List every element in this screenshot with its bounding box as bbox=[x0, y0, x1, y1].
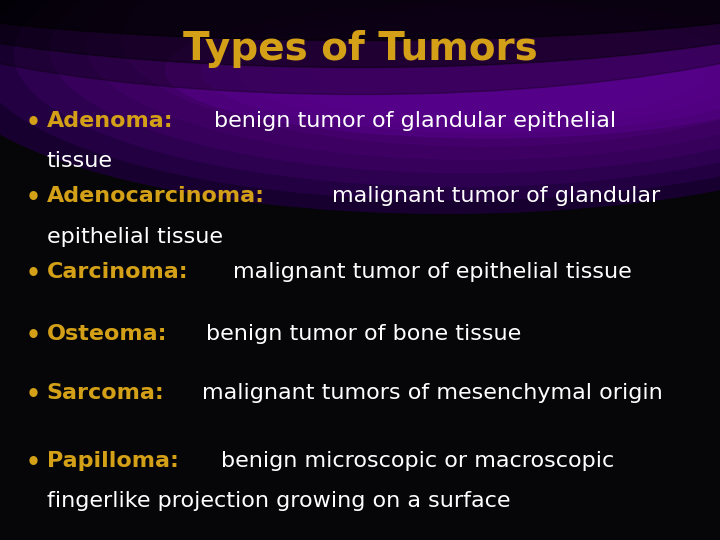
Text: benign tumor of bone tissue: benign tumor of bone tissue bbox=[206, 324, 521, 344]
Ellipse shape bbox=[166, 3, 720, 138]
Text: •: • bbox=[25, 186, 40, 210]
Ellipse shape bbox=[50, 0, 720, 173]
Text: benign tumor of glandular epithelial: benign tumor of glandular epithelial bbox=[214, 111, 616, 131]
Ellipse shape bbox=[86, 0, 720, 159]
Ellipse shape bbox=[238, 14, 720, 127]
Text: Adenoma:: Adenoma: bbox=[47, 111, 174, 131]
Text: fingerlike projection growing on a surface: fingerlike projection growing on a surfa… bbox=[47, 491, 510, 511]
Text: •: • bbox=[25, 383, 40, 407]
Text: •: • bbox=[25, 262, 40, 286]
Text: •: • bbox=[25, 111, 40, 134]
Ellipse shape bbox=[310, 24, 670, 116]
Text: Adenocarcinoma:: Adenocarcinoma: bbox=[47, 186, 265, 206]
Text: tissue: tissue bbox=[47, 151, 113, 171]
Text: Osteoma:: Osteoma: bbox=[47, 324, 167, 344]
Text: benign microscopic or macroscopic: benign microscopic or macroscopic bbox=[220, 451, 614, 471]
Ellipse shape bbox=[122, 0, 720, 146]
Text: •: • bbox=[25, 324, 40, 348]
Ellipse shape bbox=[0, 0, 720, 213]
Text: malignant tumors of mesenchymal origin: malignant tumors of mesenchymal origin bbox=[202, 383, 663, 403]
Ellipse shape bbox=[14, 0, 720, 186]
Text: malignant tumor of epithelial tissue: malignant tumor of epithelial tissue bbox=[233, 262, 632, 282]
Text: •: • bbox=[25, 451, 40, 475]
Ellipse shape bbox=[0, 0, 720, 200]
Text: Sarcoma:: Sarcoma: bbox=[47, 383, 165, 403]
Ellipse shape bbox=[274, 19, 706, 122]
Text: epithelial tissue: epithelial tissue bbox=[47, 227, 222, 247]
Ellipse shape bbox=[202, 8, 720, 132]
Ellipse shape bbox=[0, 0, 720, 40]
Text: malignant tumor of glandular: malignant tumor of glandular bbox=[332, 186, 660, 206]
Text: Papilloma:: Papilloma: bbox=[47, 451, 179, 471]
Ellipse shape bbox=[0, 0, 720, 68]
Text: Carcinoma:: Carcinoma: bbox=[47, 262, 189, 282]
Text: Types of Tumors: Types of Tumors bbox=[183, 30, 537, 68]
Ellipse shape bbox=[0, 0, 720, 94]
